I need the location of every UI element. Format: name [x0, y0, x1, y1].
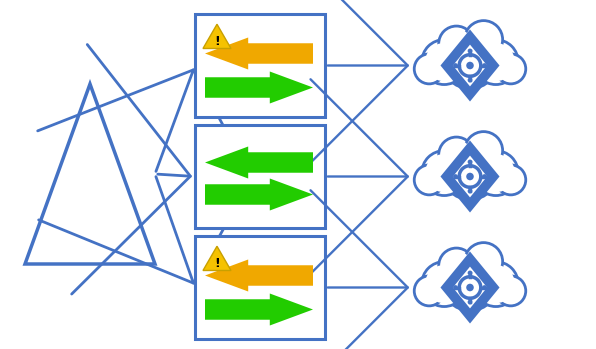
- FancyBboxPatch shape: [195, 14, 325, 117]
- Circle shape: [446, 258, 494, 306]
- Circle shape: [477, 43, 515, 81]
- Circle shape: [417, 56, 442, 82]
- Circle shape: [477, 154, 515, 192]
- Circle shape: [459, 166, 481, 187]
- FancyBboxPatch shape: [195, 125, 325, 228]
- Circle shape: [446, 147, 494, 195]
- Polygon shape: [203, 24, 231, 49]
- Text: !: !: [214, 35, 220, 48]
- Circle shape: [473, 40, 519, 84]
- Circle shape: [442, 251, 471, 281]
- Polygon shape: [205, 178, 313, 210]
- Polygon shape: [440, 141, 499, 213]
- Circle shape: [464, 132, 502, 170]
- Circle shape: [414, 165, 444, 195]
- Circle shape: [442, 29, 471, 59]
- Circle shape: [422, 40, 467, 84]
- Circle shape: [468, 78, 473, 82]
- Circle shape: [482, 285, 487, 290]
- Circle shape: [442, 142, 499, 200]
- Circle shape: [468, 300, 473, 304]
- Circle shape: [439, 248, 474, 283]
- Circle shape: [417, 167, 442, 193]
- Circle shape: [498, 56, 523, 82]
- Circle shape: [425, 265, 463, 303]
- Circle shape: [482, 63, 487, 68]
- Circle shape: [498, 167, 523, 193]
- Circle shape: [464, 243, 502, 281]
- Polygon shape: [453, 267, 487, 309]
- Polygon shape: [203, 246, 231, 270]
- Circle shape: [467, 245, 500, 278]
- Circle shape: [496, 165, 526, 195]
- Circle shape: [453, 285, 458, 290]
- Circle shape: [439, 137, 474, 172]
- Circle shape: [422, 262, 467, 306]
- Circle shape: [468, 189, 473, 193]
- Circle shape: [466, 173, 474, 180]
- Circle shape: [496, 54, 526, 84]
- Circle shape: [425, 43, 463, 81]
- Circle shape: [422, 151, 467, 195]
- Circle shape: [459, 55, 481, 76]
- Circle shape: [446, 36, 494, 84]
- Circle shape: [467, 134, 500, 167]
- Circle shape: [453, 174, 458, 179]
- Polygon shape: [205, 37, 313, 69]
- Circle shape: [425, 154, 463, 192]
- Circle shape: [453, 63, 458, 68]
- Circle shape: [466, 284, 474, 291]
- Circle shape: [468, 49, 473, 53]
- Polygon shape: [440, 30, 499, 102]
- Circle shape: [467, 23, 500, 56]
- Circle shape: [482, 174, 487, 179]
- Circle shape: [468, 270, 473, 275]
- Circle shape: [442, 31, 499, 89]
- Polygon shape: [205, 294, 313, 326]
- Polygon shape: [453, 156, 487, 198]
- Polygon shape: [205, 72, 313, 104]
- Circle shape: [442, 140, 471, 170]
- Circle shape: [414, 276, 444, 306]
- Circle shape: [473, 151, 519, 195]
- Circle shape: [477, 265, 515, 303]
- Circle shape: [473, 262, 519, 306]
- Circle shape: [466, 62, 474, 69]
- Circle shape: [442, 253, 499, 311]
- Circle shape: [417, 278, 442, 304]
- Polygon shape: [25, 84, 155, 264]
- FancyBboxPatch shape: [195, 236, 325, 339]
- Polygon shape: [205, 147, 313, 178]
- Circle shape: [496, 276, 526, 306]
- Circle shape: [464, 21, 502, 59]
- Circle shape: [439, 26, 474, 61]
- Polygon shape: [453, 45, 487, 87]
- Circle shape: [468, 159, 473, 164]
- Circle shape: [459, 277, 481, 298]
- Circle shape: [414, 54, 444, 84]
- Text: !: !: [214, 257, 220, 270]
- Polygon shape: [440, 252, 499, 324]
- Polygon shape: [205, 260, 313, 291]
- Circle shape: [498, 278, 523, 304]
